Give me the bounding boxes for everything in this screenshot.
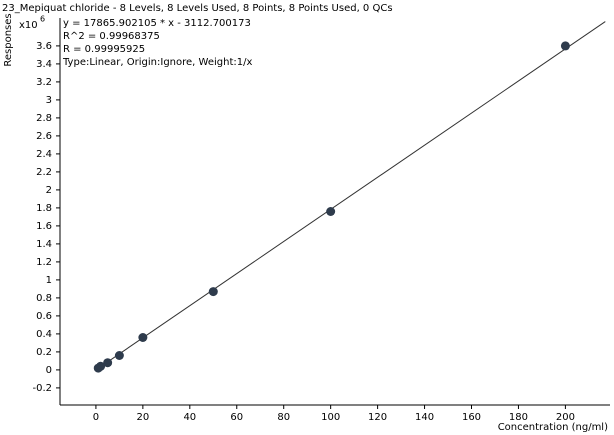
y-tick-label: 3.2 — [36, 77, 52, 88]
y-multiplier: x10 — [19, 20, 38, 31]
data-point — [96, 361, 106, 371]
y-tick-label: 0.4 — [36, 329, 52, 340]
y-axis-label: Responses — [3, 13, 14, 66]
fit-line — [95, 21, 606, 371]
data-point — [114, 351, 124, 360]
annotation: R = 0.99995925 — [63, 44, 145, 55]
y-multiplier-power: 6 — [40, 15, 45, 24]
y-tick-label: 0 — [46, 365, 52, 376]
y-tick-label: 2 — [46, 185, 52, 196]
x-tick-label: 180 — [509, 412, 528, 423]
x-tick-label: 140 — [415, 412, 434, 423]
annotation: R^2 = 0.99968375 — [63, 31, 160, 42]
y-tick-label: 2.4 — [36, 149, 52, 160]
y-tick-label: 1.2 — [36, 257, 52, 268]
x-tick-label: 40 — [183, 412, 196, 423]
x-tick-label: 80 — [277, 412, 290, 423]
data-point — [103, 358, 113, 368]
x-tick-label: 60 — [230, 412, 243, 423]
data-point — [560, 41, 570, 51]
annotation: y = 17865.902105 * x - 3112.700173 — [63, 18, 251, 29]
x-tick-label: 120 — [368, 412, 387, 423]
y-tick-label: 0.2 — [36, 347, 52, 358]
y-tick-label: 1 — [46, 275, 52, 286]
y-tick-label: 0.8 — [36, 293, 52, 304]
x-tick-label: 20 — [136, 412, 149, 423]
y-tick-label: 2.2 — [36, 167, 52, 178]
y-tick-label: 2.8 — [36, 113, 52, 124]
data-point — [208, 287, 218, 297]
y-tick-label: 3.6 — [36, 41, 52, 52]
data-point — [138, 333, 148, 342]
y-tick-label: -0.2 — [32, 383, 52, 394]
x-tick-label: 0 — [93, 412, 99, 423]
x-tick-label: 100 — [321, 412, 340, 423]
y-tick-label: 1.8 — [36, 203, 52, 214]
chart-title: 23_Mepiquat chloride - 8 Levels, 8 Level… — [2, 3, 393, 14]
y-tick-label: 3.4 — [36, 59, 52, 70]
y-tick-label: 3 — [46, 95, 52, 106]
y-tick-label: 2.6 — [36, 131, 52, 142]
x-axis-label: Concentration (ng/ml) — [498, 422, 608, 433]
y-tick-label: 1.6 — [36, 221, 52, 232]
y-tick-label: 1.4 — [36, 239, 52, 250]
x-tick-label: 200 — [556, 412, 575, 423]
annotation: Type:Linear, Origin:Ignore, Weight:1/x — [62, 57, 252, 68]
x-tick-label: 160 — [462, 412, 481, 423]
data-point — [326, 207, 336, 216]
y-tick-label: 0.6 — [36, 311, 52, 322]
